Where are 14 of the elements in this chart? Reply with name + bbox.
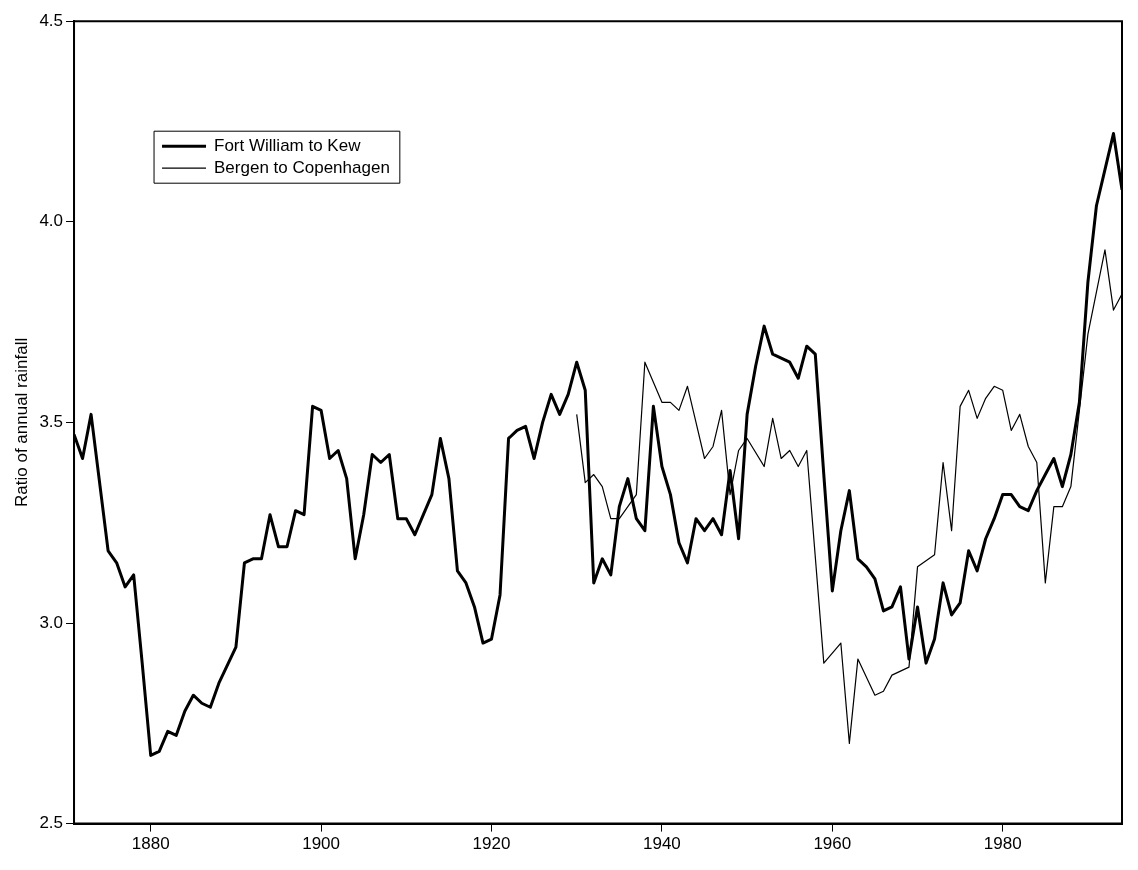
x-tick-label: 1920 — [472, 834, 511, 854]
x-tick-label: 1880 — [131, 834, 170, 854]
y-tick-label: 3.0 — [39, 612, 64, 632]
y-tick-label: 4.0 — [39, 211, 64, 231]
x-tick-label: 1980 — [983, 834, 1022, 854]
legend-label: Bergen to Copenhagen — [214, 157, 390, 177]
x-tick-label: 1960 — [813, 834, 852, 854]
y-axis-title: Ratio of annual rainfall — [11, 337, 31, 507]
legend-label: Fort William to Kew — [214, 135, 362, 155]
x-tick-label: 1940 — [643, 834, 681, 854]
y-tick-label: 2.5 — [39, 813, 64, 833]
x-tick-label: 1900 — [302, 834, 341, 854]
y-tick-label: 4.5 — [39, 10, 64, 30]
y-tick-label: 3.5 — [39, 412, 64, 432]
